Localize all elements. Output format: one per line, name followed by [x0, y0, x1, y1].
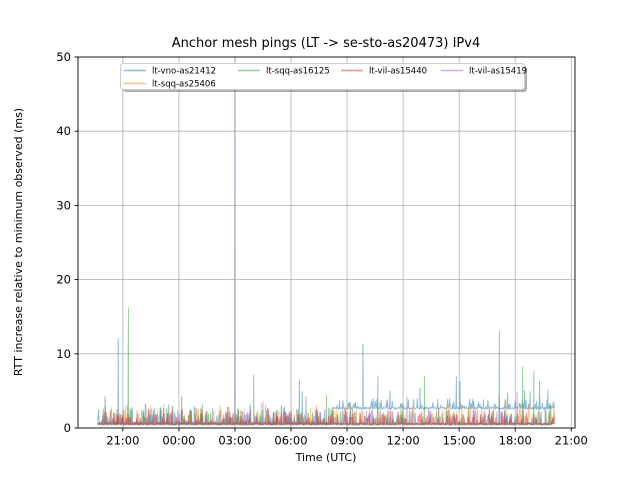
legend-label-lt-vil-as15419: lt-vil-as15419 [469, 67, 527, 77]
series-line-lt-vil-as15419 [97, 57, 555, 426]
x-tick-label: 12:00 [387, 434, 420, 448]
legend-label-lt-vil-as15440: lt-vil-as15440 [369, 67, 427, 77]
y-tick-label: 20 [56, 273, 71, 287]
x-tick-label: 09:00 [330, 434, 363, 448]
y-tick-label: 0 [64, 421, 71, 435]
legend: lt-vno-as21412 lt-sqq-as25406 lt-sqq-as161… [120, 63, 527, 92]
data-series [97, 57, 555, 426]
x-tick-label: 03:00 [218, 434, 251, 448]
y-axis-label: RTT increase relative to minimum observe… [12, 108, 25, 376]
x-axis-label: Time (UTC) [295, 451, 357, 464]
x-tick-label: 21:00 [555, 434, 588, 448]
x-tick-label: 15:00 [443, 434, 476, 448]
y-tick-label: 10 [56, 347, 71, 361]
x-tick-label: 00:00 [162, 434, 195, 448]
x-tick-label: 06:00 [274, 434, 307, 448]
y-tick-label: 30 [56, 198, 71, 212]
y-tick-label: 40 [56, 124, 71, 138]
legend-label-lt-vno-as21412: lt-vno-as21412 [152, 67, 216, 77]
axes-frame [77, 56, 576, 429]
plot-area [78, 57, 575, 428]
legend-label-lt-sqq-as16125: lt-sqq-as16125 [266, 67, 330, 77]
x-tick-label: 21:00 [106, 434, 139, 448]
x-tick-label: 18:00 [499, 434, 532, 448]
y-tick-label: 50 [56, 50, 71, 64]
chart-title: Anchor mesh pings (LT -> se-sto-as20473)… [172, 36, 480, 51]
legend-box [120, 63, 525, 90]
axis-ticks: 21:00 00:00 03:00 06:00 09:00 12:00 15:00 18:00… [56, 50, 587, 448]
legend-label-lt-sqq-as25406: lt-sqq-as25406 [152, 80, 216, 90]
